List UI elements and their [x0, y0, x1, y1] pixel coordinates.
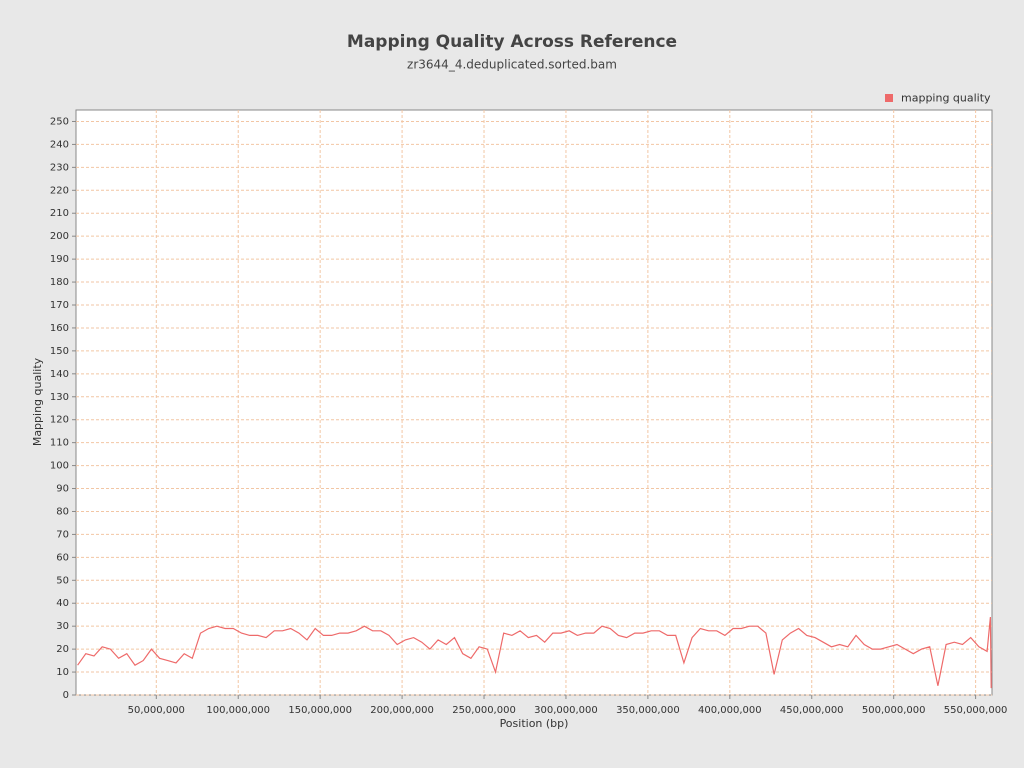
y-tick-label: 60 [56, 552, 69, 563]
y-tick-label: 40 [56, 598, 69, 609]
data-line [77, 616, 992, 689]
chart-title: Mapping Quality Across Reference [347, 32, 677, 52]
x-tick-label: 100,000,000 [206, 705, 270, 716]
x-tick-label: 450,000,000 [780, 705, 844, 716]
y-tick-label: 10 [56, 667, 69, 678]
y-tick-label: 140 [50, 369, 69, 380]
legend-label: mapping quality [901, 92, 991, 105]
y-tick-label: 200 [50, 231, 69, 242]
y-tick-label: 100 [50, 461, 69, 472]
x-axis-label: Position (bp) [500, 717, 569, 730]
chart-subtitle: zr3644_4.deduplicated.sorted.bam [407, 58, 617, 72]
y-tick-label: 190 [50, 254, 69, 265]
x-tick-label: 300,000,000 [534, 705, 598, 716]
y-tick-label: 220 [50, 185, 69, 196]
y-tick-label: 90 [56, 484, 69, 495]
y-tick-label: 110 [50, 438, 69, 449]
y-tick-label: 240 [50, 139, 69, 150]
x-tick-label: 50,000,000 [128, 705, 185, 716]
y-tick-label: 170 [50, 300, 69, 311]
y-tick-label: 250 [50, 116, 69, 127]
x-tick-label: 150,000,000 [288, 705, 352, 716]
x-tick-label: 500,000,000 [862, 705, 926, 716]
y-tick-label: 0 [63, 690, 69, 701]
x-tick-label: 200,000,000 [370, 705, 434, 716]
y-tick-label: 230 [50, 162, 69, 173]
y-tick-label: 20 [56, 644, 69, 655]
x-tick-label: 550,000,000 [944, 705, 1008, 716]
x-tick-label: 350,000,000 [616, 705, 680, 716]
legend-swatch [885, 94, 893, 102]
y-axis-label: Mapping quality [31, 357, 44, 446]
y-tick-label: 130 [50, 392, 69, 403]
y-tick-label: 180 [50, 277, 69, 288]
y-tick-label: 70 [56, 529, 69, 540]
y-tick-label: 160 [50, 323, 69, 334]
x-tick-label: 250,000,000 [452, 705, 516, 716]
y-tick-label: 50 [56, 575, 69, 586]
y-tick-label: 210 [50, 208, 69, 219]
plot-area [75, 109, 993, 696]
y-tick-label: 30 [56, 621, 69, 632]
y-tick-label: 150 [50, 346, 69, 357]
x-tick-label: 400,000,000 [698, 705, 762, 716]
y-tick-label: 120 [50, 415, 69, 426]
y-tick-label: 80 [56, 506, 69, 517]
